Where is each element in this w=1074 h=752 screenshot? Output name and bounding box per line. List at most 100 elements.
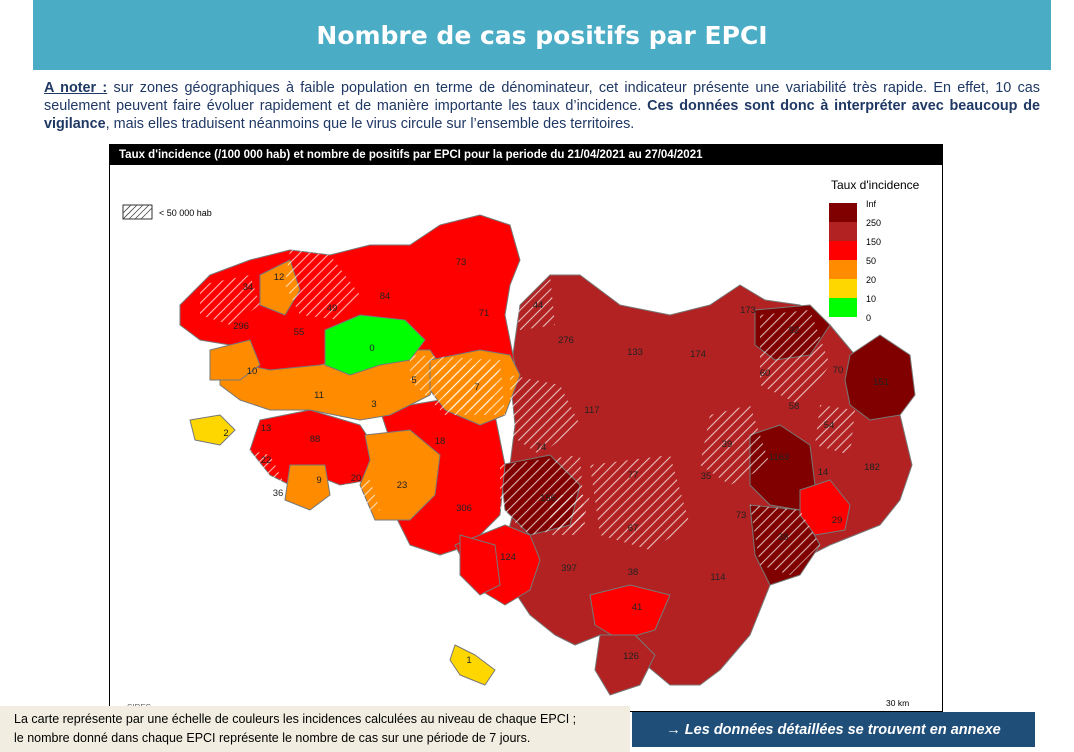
hatch-legend: < 50 000 hab bbox=[122, 204, 212, 220]
caption-box: La carte représente par une échelle de c… bbox=[0, 706, 630, 752]
map-header: Taux d'incidence (/100 000 hab) et nombr… bbox=[110, 145, 942, 165]
epci-count: 58 bbox=[789, 401, 800, 412]
note-paragraph: A noter : sur zones géographiques à faib… bbox=[44, 79, 1040, 133]
epci-count: 67 bbox=[628, 523, 639, 534]
legend-swatch bbox=[829, 203, 857, 222]
epci-count: 73 bbox=[736, 510, 747, 521]
epci-count: 44 bbox=[533, 300, 544, 311]
hatch-overlay bbox=[230, 445, 285, 500]
epci-count: 133 bbox=[627, 347, 643, 358]
epci-count: 173 bbox=[740, 305, 756, 316]
legend-label: 10 bbox=[866, 294, 876, 304]
legend-title: Taux d'incidence bbox=[831, 178, 920, 192]
epci-region bbox=[459, 534, 501, 596]
epci-count: 20 bbox=[351, 473, 362, 484]
legend-label: 250 bbox=[866, 218, 881, 228]
epci-count: 41 bbox=[632, 602, 643, 613]
epci-count: 60 bbox=[760, 368, 771, 379]
legend-label: Inf bbox=[866, 199, 877, 209]
legend-swatch bbox=[829, 222, 857, 241]
legend-swatch bbox=[829, 298, 857, 317]
epci-count: 77 bbox=[628, 470, 639, 481]
epci-region bbox=[449, 644, 496, 686]
epci-count: 71 bbox=[479, 308, 490, 319]
epci-count: 276 bbox=[558, 335, 574, 346]
epci-count: 29 bbox=[832, 515, 843, 526]
epci-count: 397 bbox=[561, 563, 577, 574]
epci-count: 117 bbox=[584, 405, 599, 416]
epci-count: 156 bbox=[540, 493, 556, 504]
epci-count: 13 bbox=[261, 423, 272, 434]
legend-swatch bbox=[829, 241, 857, 260]
hatch-overlay bbox=[510, 275, 555, 330]
hatch-overlays bbox=[200, 250, 855, 575]
epci-region bbox=[594, 634, 656, 696]
epci-count: 7 bbox=[474, 382, 479, 393]
epci-count: 38 bbox=[778, 532, 789, 543]
hatch-overlay bbox=[700, 405, 770, 485]
epci-region bbox=[844, 334, 916, 421]
epci-region bbox=[359, 429, 441, 521]
epci-count: 36 bbox=[273, 488, 284, 499]
epci-count: 2 bbox=[223, 428, 228, 439]
map-frame: Taux d'incidence (/100 000 hab) et nombr… bbox=[109, 144, 943, 712]
annex-link-button[interactable]: → Les données détaillées se trouvent en … bbox=[632, 712, 1035, 747]
epci-count: 73 bbox=[456, 257, 467, 268]
epci-count: 54 bbox=[824, 420, 835, 431]
caption-line-2: le nombre donné dans chaque EPCI représe… bbox=[14, 731, 531, 745]
legend-label: 0 bbox=[866, 313, 871, 323]
epci-count: 296 bbox=[233, 321, 249, 332]
hatch-overlay bbox=[430, 365, 500, 410]
epci-count: 34 bbox=[243, 282, 254, 293]
hatch-overlay bbox=[510, 375, 580, 455]
hatch-overlay bbox=[200, 275, 260, 325]
epci-count: 22 bbox=[261, 455, 272, 466]
epci-count: 3 bbox=[371, 399, 376, 410]
epci-count: 49 bbox=[327, 303, 338, 314]
hatch-overlay bbox=[550, 495, 590, 535]
epci-count: 5 bbox=[411, 375, 416, 386]
epci-map: < 50 000 hab Taux d'incidence Inf 250 15… bbox=[122, 178, 920, 711]
epci-count: 88 bbox=[310, 434, 321, 445]
hatch-overlay bbox=[815, 405, 855, 455]
note-lead: A noter : bbox=[44, 80, 108, 96]
caption-line-1: La carte représente par une échelle de c… bbox=[14, 712, 577, 726]
legend-swatch bbox=[829, 260, 857, 279]
epci-region bbox=[189, 414, 236, 446]
epci-labels: 12 34 49 84 73 44 71 296 0 55 5 7 276 13… bbox=[223, 257, 889, 666]
epci-count: 18 bbox=[435, 436, 446, 447]
epci-count: 14 bbox=[818, 467, 829, 478]
epci-region bbox=[284, 464, 331, 511]
legend-swatch bbox=[829, 279, 857, 298]
epci-count: 10 bbox=[247, 366, 258, 377]
epci-count: 151 bbox=[873, 377, 889, 388]
epci-count: 114 bbox=[710, 572, 725, 583]
legend-label: 20 bbox=[866, 275, 876, 285]
epci-count: 174 bbox=[690, 349, 706, 360]
hatch-overlay bbox=[335, 480, 380, 520]
epci-count: 182 bbox=[864, 462, 880, 473]
epci-count: 9 bbox=[316, 475, 321, 486]
hatch-legend-label: < 50 000 hab bbox=[159, 208, 212, 218]
hatch-overlay bbox=[760, 310, 830, 405]
epci-region bbox=[589, 584, 671, 641]
legend-label: 150 bbox=[866, 237, 881, 247]
epci-count: 11 bbox=[314, 390, 324, 401]
note-text-1: sur zones géographiques à faible populat… bbox=[44, 80, 1040, 114]
title-banner: Nombre de cas positifs par EPCI bbox=[33, 0, 1051, 70]
page-title: Nombre de cas positifs par EPCI bbox=[316, 20, 768, 50]
epci-count: 84 bbox=[380, 291, 391, 302]
epci-count: 39 bbox=[722, 439, 733, 450]
epci-count: 12 bbox=[274, 272, 285, 283]
hatch-overlay bbox=[285, 250, 360, 320]
hatch-overlay bbox=[750, 505, 820, 575]
epci-count: 0 bbox=[369, 343, 374, 354]
note-text-2: , mais elles traduisent néanmoins que le… bbox=[105, 116, 635, 132]
epci-count: 92 bbox=[789, 325, 800, 336]
epci-count: 55 bbox=[294, 327, 305, 338]
epci-count: 70 bbox=[833, 365, 844, 376]
epci-count: 126 bbox=[623, 651, 639, 662]
epci-count: 38 bbox=[628, 567, 639, 578]
epci-region bbox=[209, 339, 261, 381]
map-scale-label: 30 km bbox=[886, 698, 909, 708]
